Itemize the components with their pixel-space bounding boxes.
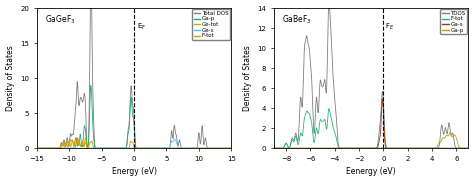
Text: E$_F$: E$_F$: [137, 22, 146, 32]
X-axis label: Energy (eV): Energy (eV): [111, 167, 156, 176]
Legend: TDOS, F-tot, Ga-s, Ga-p: TDOS, F-tot, Ga-s, Ga-p: [440, 9, 467, 35]
Text: GaGeF$_3$: GaGeF$_3$: [45, 14, 75, 26]
Text: F$_E$: F$_E$: [384, 22, 394, 32]
X-axis label: Eenergy (eV): Eenergy (eV): [346, 167, 396, 176]
Legend: Total DOS, Ga-p, Ge-tot, Ge-s, F-tot: Total DOS, Ga-p, Ge-tot, Ge-s, F-tot: [192, 9, 230, 40]
Y-axis label: Density of States: Density of States: [6, 45, 15, 111]
Text: GaBeF$_3$: GaBeF$_3$: [282, 14, 312, 26]
Y-axis label: Density of States: Density of States: [243, 45, 252, 111]
